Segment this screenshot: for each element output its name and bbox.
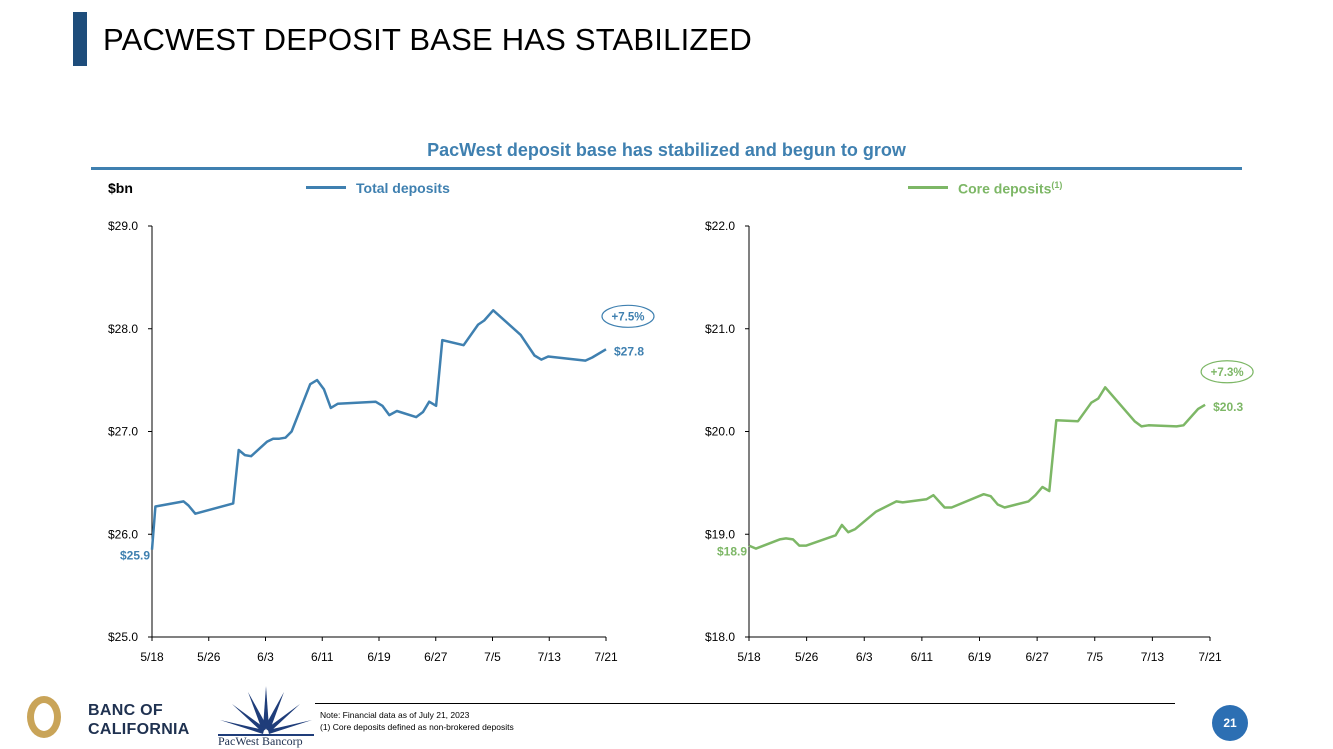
unit-label: $bn — [108, 180, 133, 196]
banc-logo-line2: CALIFORNIA — [88, 721, 190, 738]
total-y-tick-label: $29.0 — [108, 219, 138, 233]
total-y-tick-label: $25.0 — [108, 630, 138, 644]
core-series-line — [748, 386, 1206, 550]
core-x-tick-label: 5/18 — [737, 650, 761, 664]
core-x-tick-label: 5/26 — [795, 650, 819, 664]
chart-subtitle: PacWest deposit base has stabilized and … — [427, 140, 906, 160]
core-y-tick-label: $21.0 — [705, 322, 735, 336]
legend-footnote-marker: (1) — [1051, 180, 1063, 190]
starburst-icon — [218, 686, 314, 736]
core-y-tick-label: $20.0 — [705, 425, 735, 439]
core-x-tick-label: 6/19 — [968, 650, 992, 664]
total-change-badge — [601, 304, 655, 328]
footer-rule — [315, 703, 1175, 704]
note-core-definition: (1) Core deposits defined as non-brokere… — [320, 722, 514, 732]
core-x-tick-label: 6/27 — [1025, 650, 1049, 664]
total-x-tick-label: 7/5 — [484, 650, 501, 664]
core-y-tick-label: $22.0 — [705, 219, 735, 233]
total-x-tick-label: 5/26 — [197, 650, 221, 664]
total-x-tick-label: 6/3 — [257, 650, 274, 664]
note-date: Note: Financial data as of July 21, 2023 — [320, 710, 470, 720]
legend-label-core: Core deposits — [958, 180, 1052, 197]
total-x-tick-label: 6/11 — [311, 650, 334, 664]
total-x-tick-label: 6/19 — [367, 650, 391, 664]
legend-swatch-total — [306, 185, 346, 189]
banc-logo-line1: BANC OF — [88, 702, 163, 719]
core-y-tick-label: $18.0 — [705, 630, 735, 644]
core-x-tick-label: 6/3 — [856, 650, 873, 664]
core-x-tick-label: 6/11 — [911, 650, 934, 664]
gold-ring-icon — [27, 696, 61, 738]
total-x-tick-label: 7/21 — [594, 650, 618, 664]
total-change-label: +7.5% — [612, 311, 645, 323]
total-x-tick-label: 5/18 — [140, 650, 164, 664]
core-x-tick-label: 7/13 — [1141, 650, 1165, 664]
core-x-tick-label: 7/21 — [1198, 650, 1222, 664]
total-y-tick-label: $27.0 — [108, 425, 138, 439]
footnotes: Note: Financial data as of July 21, 2023… — [320, 709, 514, 733]
core-change-label: +7.3% — [1211, 367, 1244, 379]
pacwest-bancorp-logo: PacWest Bancorp — [218, 734, 303, 748]
page-title: PACWEST DEPOSIT BASE HAS STABILIZED — [103, 22, 752, 57]
core-y-tick-label: $19.0 — [705, 527, 735, 541]
banc-of-california-logo: BANC OF CALIFORNIA — [88, 701, 190, 739]
legend-label-total: Total deposits — [356, 180, 450, 196]
total-x-tick-label: 6/27 — [424, 650, 448, 664]
total-series-line — [150, 309, 607, 550]
total-start-label: $25.9 — [120, 549, 150, 563]
legend-core-deposits: Core deposits(1) — [908, 180, 1062, 197]
total-x-tick-label: 7/13 — [538, 650, 562, 664]
title-accent-bar — [73, 12, 87, 66]
subtitle-rule — [91, 167, 1242, 170]
total-y-tick-label: $26.0 — [108, 527, 138, 541]
core-end-label: $20.3 — [1213, 400, 1243, 414]
total-end-label: $27.8 — [614, 344, 644, 358]
core-change-badge — [1200, 360, 1254, 384]
core-x-tick-label: 7/5 — [1086, 650, 1103, 664]
legend-swatch-core — [908, 186, 948, 190]
total-y-tick-label: $28.0 — [108, 322, 138, 336]
core-start-label: $18.9 — [717, 545, 747, 559]
page-number: 21 — [1212, 705, 1248, 741]
legend-total-deposits: Total deposits — [306, 180, 450, 196]
